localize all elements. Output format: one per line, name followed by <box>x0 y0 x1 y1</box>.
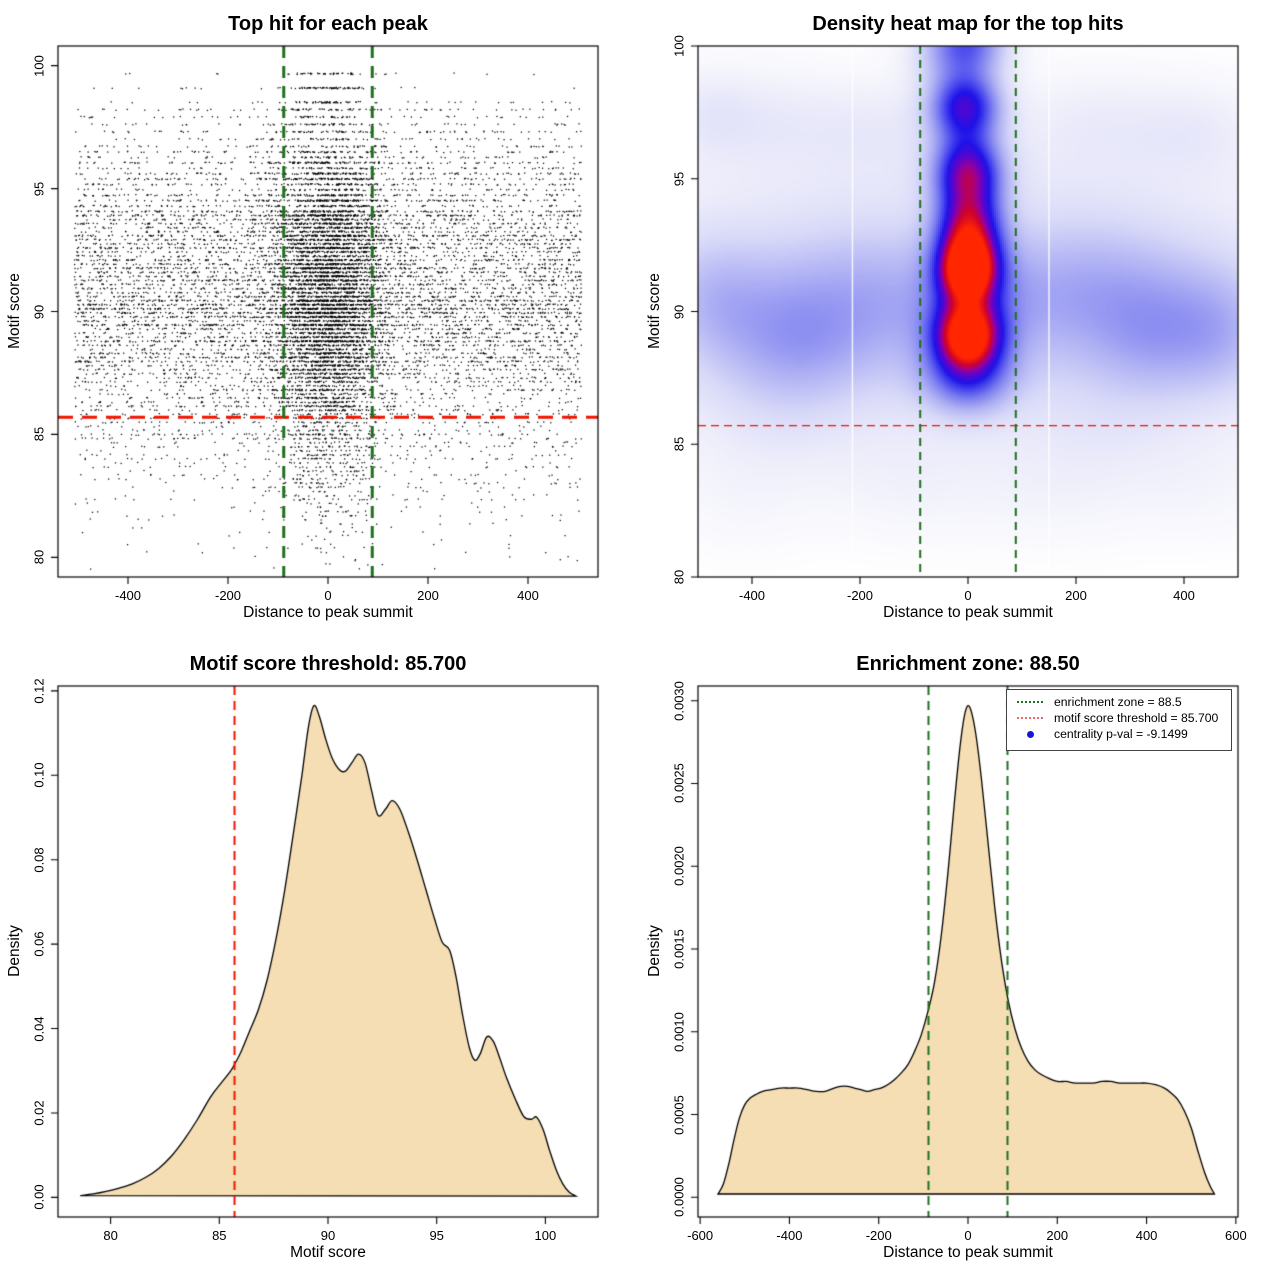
distance-density-y-tick-0.0020: 0.0020 <box>671 846 687 887</box>
top-hit-scatter-x-tick--400: -400 <box>114 588 142 603</box>
legend-entry-centrality-pval: centrality p-val = -9.1499 <box>1007 726 1231 742</box>
motif-score-density-y-tick-0.12: 0.12 <box>31 678 47 704</box>
top-hit-scatter-y-tick-80: 80 <box>31 550 47 565</box>
scatter-title: Top hit for each peak <box>228 13 428 35</box>
legend-label: motif score threshold = 85.700 <box>1054 711 1219 725</box>
motif-score-density-x-tick-85: 85 <box>212 1228 227 1243</box>
motif-score-density-x-tick-80: 80 <box>103 1228 118 1243</box>
score-density-xlabel: Motif score <box>290 1244 366 1261</box>
distance-density-x-tick-200: 200 <box>1046 1228 1069 1243</box>
density-heatmap-y-tick-95: 95 <box>671 171 687 186</box>
legend: enrichment zone = 88.5 motif score thres… <box>1006 689 1232 751</box>
top-hit-scatter-x-tick-0: 0 <box>324 588 332 603</box>
density-heatmap-x-tick--200: -200 <box>846 588 874 603</box>
motif-score-density-y-tick-0.04: 0.04 <box>31 1015 47 1042</box>
score-density-ylabel: Density <box>6 925 23 977</box>
distance-density-x-tick--200: -200 <box>865 1228 892 1243</box>
density-heatmap-x-tick--400: -400 <box>738 588 766 603</box>
distance-density-y-tick-0.0025: 0.0025 <box>671 763 687 804</box>
heatmap-xlabel: Distance to peak summit <box>883 604 1053 621</box>
legend-entry-enrichment-zone: enrichment zone = 88.5 <box>1007 694 1231 710</box>
density-heatmap-y-tick-100: 100 <box>671 35 687 57</box>
top-hit-scatter-x-tick-400: 400 <box>517 588 539 603</box>
legend-label: enrichment zone = 88.5 <box>1054 695 1182 709</box>
density-heatmap-y-tick-85: 85 <box>671 437 687 452</box>
distance-density-y-tick-0.0010: 0.0010 <box>671 1011 687 1052</box>
motif-score-density-y-tick-0.10: 0.10 <box>31 762 47 788</box>
scatter-xlabel: Distance to peak summit <box>243 604 413 621</box>
legend-entry-motif-threshold: motif score threshold = 85.700 <box>1007 710 1231 726</box>
motif-score-density-x-tick-90: 90 <box>320 1228 336 1243</box>
distance-density-ylabel: Density <box>646 925 663 977</box>
green-dotted-line-icon <box>1017 701 1043 703</box>
motif-score-density-y-tick-0.06: 0.06 <box>31 931 47 957</box>
distance-density-x-tick--600: -600 <box>687 1228 714 1243</box>
density-heatmap-x-tick-200: 200 <box>1065 588 1087 603</box>
heatmap-ylabel: Motif score <box>646 273 663 349</box>
scatter-ylabel: Motif score <box>6 273 23 349</box>
motif-score-density-x-tick-95: 95 <box>429 1228 444 1243</box>
distance-density-x-tick-0: 0 <box>964 1228 972 1243</box>
distance-density-y-tick-0.0000: 0.0000 <box>671 1177 687 1218</box>
top-hit-scatter-y-tick-100: 100 <box>31 54 47 77</box>
top-hit-scatter-x-tick--200: -200 <box>214 588 242 603</box>
distance-density-y-tick-0.0030: 0.0030 <box>671 680 687 721</box>
distance-density-x-tick--400: -400 <box>776 1228 803 1243</box>
density-heatmap-x-tick-0: 0 <box>964 588 972 603</box>
top-hit-scatter-y-tick-95: 95 <box>31 181 47 196</box>
distance-density-x-tick-600: 600 <box>1224 1228 1247 1243</box>
motif-score-density-y-tick-0.00: 0.00 <box>31 1184 47 1210</box>
blue-dot-icon <box>1017 730 1043 738</box>
score-density-title: Motif score threshold: 85.700 <box>189 653 467 675</box>
top-hit-scatter-x-tick-200: 200 <box>417 588 439 603</box>
distance-density-y-tick-0.0015: 0.0015 <box>671 929 687 969</box>
density-heatmap-y-tick-90: 90 <box>671 304 687 319</box>
density-heatmap-x-tick-400: 400 <box>1173 588 1195 603</box>
red-dotted-line-icon <box>1017 717 1043 719</box>
top-hit-scatter-y-tick-85: 85 <box>31 427 47 442</box>
heatmap-title: Density heat map for the top hits <box>812 13 1124 35</box>
distance-density-xlabel: Distance to peak summit <box>883 1244 1053 1261</box>
legend-label: centrality p-val = -9.1499 <box>1054 727 1188 741</box>
distance-density-y-tick-0.0005: 0.0005 <box>671 1094 687 1135</box>
top-hit-scatter-y-tick-90: 90 <box>31 304 47 319</box>
motif-score-density-y-tick-0.08: 0.08 <box>31 847 47 873</box>
motif-score-density-y-tick-0.02: 0.02 <box>31 1100 47 1126</box>
density-heatmap-y-tick-80: 80 <box>671 569 687 585</box>
distance-density-title: Enrichment zone: 88.50 <box>856 653 1080 675</box>
distance-density-x-tick-400: 400 <box>1135 1228 1158 1243</box>
motif-score-density-x-tick-100: 100 <box>534 1228 557 1243</box>
